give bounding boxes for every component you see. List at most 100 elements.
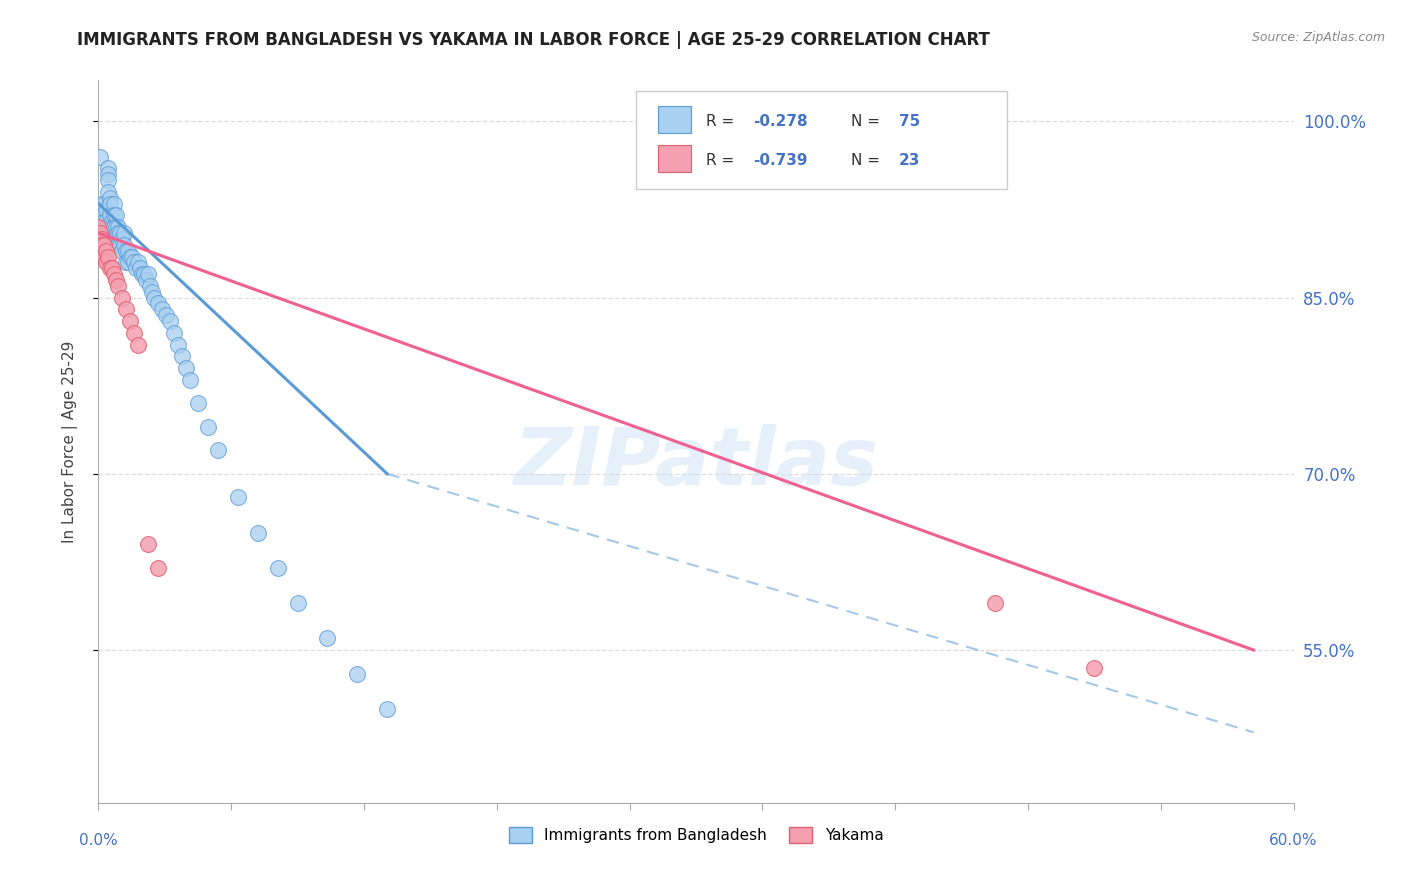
Point: [103, 208, 125, 222]
Point: [89, 244, 111, 258]
Point: [150, 302, 173, 317]
Text: N =: N =: [852, 153, 886, 168]
Point: [103, 267, 125, 281]
Legend: Immigrants from Bangladesh, Yakama: Immigrants from Bangladesh, Yakama: [502, 822, 890, 849]
Point: [93, 237, 115, 252]
Point: [112, 237, 135, 252]
Point: [98, 191, 122, 205]
Point: [155, 308, 177, 322]
Point: [91, 220, 114, 235]
Point: [127, 255, 149, 269]
Point: [172, 350, 194, 364]
Point: [117, 255, 139, 269]
Point: [97, 161, 120, 176]
Point: [97, 250, 120, 264]
Point: [91, 237, 114, 252]
FancyBboxPatch shape: [637, 91, 1007, 189]
Point: [93, 250, 115, 264]
Point: [111, 291, 134, 305]
Point: [174, 361, 197, 376]
Point: [110, 237, 132, 252]
Text: ZIPatlas: ZIPatlas: [513, 425, 879, 502]
Point: [91, 232, 114, 246]
Point: [96, 255, 118, 269]
Point: [139, 278, 162, 293]
Point: [136, 537, 159, 551]
Point: [267, 561, 290, 575]
Point: [246, 525, 269, 540]
Point: [141, 285, 163, 299]
Point: [346, 666, 368, 681]
Point: [101, 214, 124, 228]
Point: [91, 208, 114, 222]
Point: [135, 273, 157, 287]
Bar: [658, 105, 692, 133]
Point: [101, 226, 124, 240]
Point: [120, 250, 142, 264]
Point: [98, 208, 122, 222]
Point: [115, 302, 138, 317]
Text: 0.0%: 0.0%: [79, 833, 118, 848]
Point: [96, 202, 118, 217]
Point: [93, 237, 115, 252]
Point: [93, 226, 115, 240]
Point: [131, 267, 153, 281]
Point: [96, 214, 118, 228]
Point: [129, 261, 152, 276]
Text: R =: R =: [706, 153, 738, 168]
Point: [984, 596, 1007, 610]
Point: [1083, 661, 1105, 675]
Text: -0.739: -0.739: [754, 153, 808, 168]
Point: [107, 278, 129, 293]
Point: [115, 255, 138, 269]
Point: [134, 267, 156, 281]
Point: [87, 196, 110, 211]
Point: [136, 267, 159, 281]
Point: [101, 220, 124, 235]
Point: [111, 232, 134, 246]
Point: [316, 632, 339, 646]
Point: [197, 420, 219, 434]
Point: [97, 185, 120, 199]
Point: [287, 596, 309, 610]
Point: [105, 220, 128, 235]
Text: 60.0%: 60.0%: [1270, 833, 1317, 848]
Point: [120, 314, 142, 328]
Point: [125, 261, 148, 276]
Point: [117, 244, 139, 258]
Text: N =: N =: [852, 114, 886, 129]
Point: [101, 261, 124, 276]
Text: R =: R =: [706, 114, 738, 129]
Point: [110, 226, 132, 240]
Point: [97, 173, 120, 187]
Point: [105, 208, 128, 222]
Point: [107, 237, 129, 252]
Point: [179, 373, 201, 387]
Point: [124, 255, 146, 269]
Point: [375, 702, 398, 716]
Point: [96, 232, 118, 246]
Point: [207, 443, 229, 458]
Point: [148, 296, 170, 310]
Point: [89, 226, 111, 240]
Point: [98, 261, 122, 276]
Text: 75: 75: [900, 114, 921, 129]
Bar: [658, 145, 692, 172]
Text: 23: 23: [900, 153, 921, 168]
Point: [91, 232, 114, 246]
Point: [111, 244, 134, 258]
Point: [121, 250, 143, 264]
Text: IMMIGRANTS FROM BANGLADESH VS YAKAMA IN LABOR FORCE | AGE 25-29 CORRELATION CHAR: IMMIGRANTS FROM BANGLADESH VS YAKAMA IN …: [77, 31, 990, 49]
Point: [105, 232, 128, 246]
Point: [127, 337, 149, 351]
Point: [105, 273, 128, 287]
Point: [107, 226, 129, 240]
Y-axis label: In Labor Force | Age 25-29: In Labor Force | Age 25-29: [62, 341, 77, 542]
Point: [163, 326, 186, 340]
Point: [87, 220, 110, 235]
Point: [107, 220, 129, 235]
Text: Source: ZipAtlas.com: Source: ZipAtlas.com: [1251, 31, 1385, 45]
Point: [93, 196, 115, 211]
Point: [187, 396, 209, 410]
Point: [103, 196, 125, 211]
